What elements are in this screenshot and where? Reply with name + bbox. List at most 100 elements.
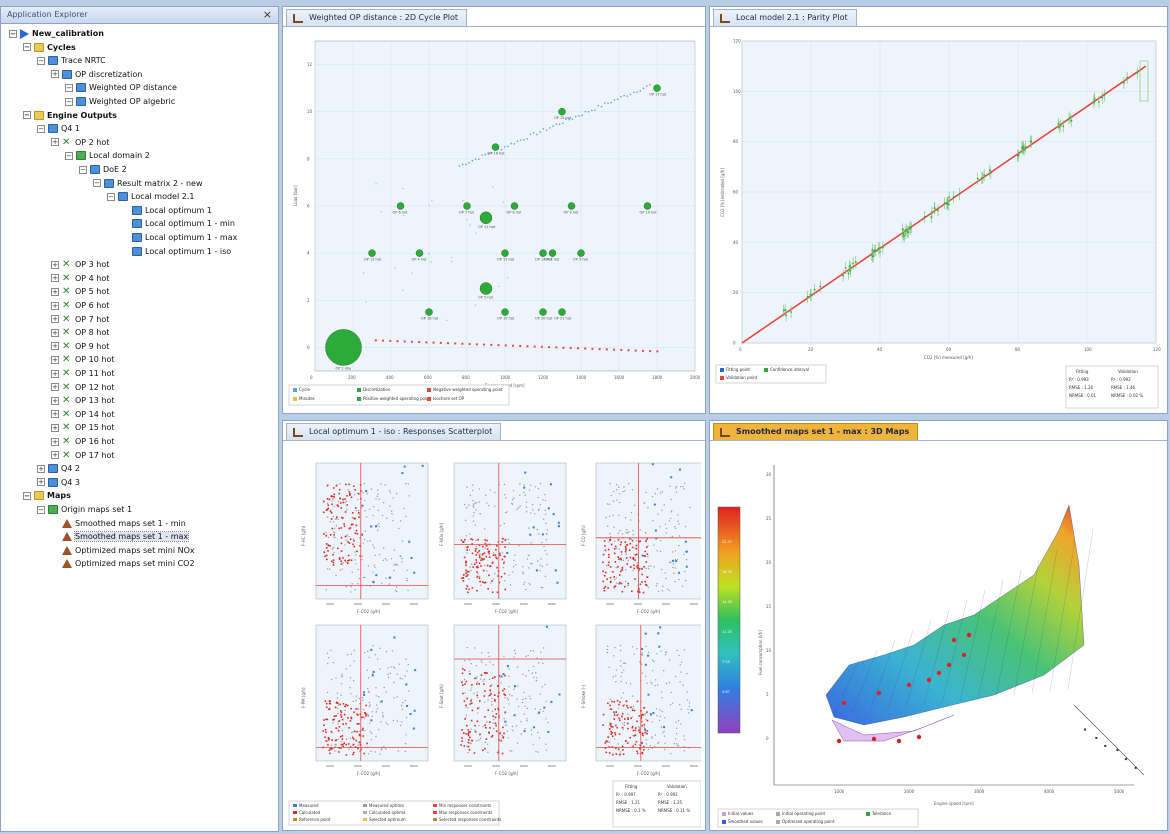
expand-toggle-icon[interactable]: − <box>65 97 73 106</box>
expand-toggle-icon[interactable]: − <box>23 43 31 52</box>
tree-node[interactable]: +Smoothed maps set 1 - min <box>51 517 186 530</box>
expand-toggle-icon[interactable]: + <box>51 260 59 269</box>
calculated-point <box>474 724 476 727</box>
expand-toggle-icon[interactable]: + <box>51 138 59 147</box>
expand-toggle-icon[interactable]: − <box>23 111 31 120</box>
tree-node[interactable]: − Engine Outputs <box>23 109 117 122</box>
tree-node[interactable]: + ✕ OP 2 hot <box>51 136 109 149</box>
measured-point <box>657 742 659 745</box>
measured-point <box>375 711 377 713</box>
tree-node[interactable]: + ✕ OP 7 hot <box>51 313 109 326</box>
measured-point <box>671 702 674 704</box>
expand-toggle-icon[interactable]: − <box>65 83 73 92</box>
calculated-point <box>347 541 349 543</box>
tree-node[interactable]: − Result matrix 2 - new <box>93 177 202 190</box>
measured-point <box>472 515 475 517</box>
expand-toggle-icon[interactable]: + <box>51 423 59 432</box>
measured-point <box>539 564 542 567</box>
expand-toggle-icon[interactable]: − <box>37 505 45 514</box>
tree-node[interactable]: − New_calibration <box>9 27 104 40</box>
tree-node[interactable]: +Smoothed maps set 1 - max <box>51 530 190 543</box>
tab-scatter-plot[interactable]: Local optimum 1 - iso : Responses Scatte… <box>286 423 502 440</box>
tree-node[interactable]: + ✕ OP 8 hot <box>51 326 109 339</box>
measured-point <box>375 695 377 697</box>
tree-node[interactable]: + ✕ OP 13 hot <box>51 394 115 407</box>
expand-toggle-icon[interactable]: − <box>37 56 45 65</box>
expand-toggle-icon[interactable]: + <box>51 383 59 392</box>
tree-node[interactable]: − Q4 1 <box>37 122 80 135</box>
tree-node[interactable]: + ✕ OP 14 hot <box>51 408 115 421</box>
tree-node[interactable]: − Local domain 2 <box>65 149 150 162</box>
tree-node[interactable]: + ✕ OP 15 hot <box>51 421 115 434</box>
tree-node[interactable]: +Local optimum 1 - max <box>121 231 237 244</box>
tab-3d-maps[interactable]: Smoothed maps set 1 - max : 3D Maps <box>713 423 919 440</box>
expand-toggle-icon[interactable]: + <box>51 342 59 351</box>
expand-toggle-icon[interactable]: + <box>51 451 59 460</box>
expand-toggle-icon[interactable]: + <box>51 396 59 405</box>
measured-point <box>652 520 654 522</box>
expand-toggle-icon[interactable]: − <box>23 491 31 500</box>
expand-toggle-icon[interactable]: − <box>65 151 73 160</box>
expand-toggle-icon[interactable]: + <box>51 287 59 296</box>
calculated-point <box>503 693 505 695</box>
calculated-point <box>618 717 620 720</box>
tree-node[interactable]: + ✕ OP 11 hot <box>51 367 115 380</box>
expand-toggle-icon[interactable]: + <box>51 328 59 337</box>
tree-node-label: Local optimum 1 - min <box>145 219 235 229</box>
measured-point <box>344 709 346 711</box>
tree-node[interactable]: − DoE 2 <box>79 163 127 176</box>
tree-node[interactable]: − Origin maps set 1 <box>37 503 132 516</box>
tree-node[interactable]: − Maps <box>23 489 71 502</box>
tree-node[interactable]: − Local model 2.1 <box>107 190 194 203</box>
expand-toggle-icon[interactable]: + <box>51 369 59 378</box>
calculated-point <box>481 545 484 548</box>
calculated-point <box>352 751 355 754</box>
tree-node[interactable]: + ✕ OP 4 hot <box>51 272 109 285</box>
tree-node[interactable]: +Optimized maps set mini CO2 <box>51 557 195 570</box>
tree-node[interactable]: + ✕ OP 3 hot <box>51 258 109 271</box>
expand-toggle-icon[interactable]: − <box>107 192 115 201</box>
scatter-plot-chart[interactable]: F-HC [g/h]F-CO2 [g/h]2000 4000 6000 8000F-N… <box>287 445 701 829</box>
expand-toggle-icon[interactable]: + <box>51 70 59 79</box>
expand-toggle-icon[interactable]: − <box>79 165 87 174</box>
tab-cycle-plot[interactable]: Weighted OP distance : 2D Cycle Plot <box>286 9 468 26</box>
expand-toggle-icon[interactable]: + <box>51 355 59 364</box>
tree-node[interactable]: + OP discretization <box>51 68 142 81</box>
tree-node[interactable]: + Q4 3 <box>37 476 80 489</box>
expand-toggle-icon[interactable]: + <box>51 315 59 324</box>
calculated-point <box>604 747 607 749</box>
tree-node[interactable]: − Trace NRTC <box>37 54 106 67</box>
tree-node[interactable]: +Local optimum 1 - iso <box>121 245 231 258</box>
expand-toggle-icon[interactable]: + <box>51 410 59 419</box>
tree-node[interactable]: + ✕ OP 5 hot <box>51 285 109 298</box>
tree-node[interactable]: + ✕ OP 12 hot <box>51 381 115 394</box>
tab-parity-plot[interactable]: Local model 2.1 : Parity Plot <box>713 9 857 26</box>
expand-toggle-icon[interactable]: − <box>37 124 45 133</box>
expand-toggle-icon[interactable]: + <box>37 478 45 487</box>
close-icon[interactable]: × <box>262 8 272 21</box>
tree-node[interactable]: +Local optimum 1 <box>121 204 212 217</box>
expand-toggle-icon[interactable]: + <box>37 464 45 473</box>
tree-node[interactable]: + ✕ OP 6 hot <box>51 299 109 312</box>
tree-node[interactable]: + ✕ OP 17 hot <box>51 449 115 462</box>
tree-node[interactable]: + ✕ OP 16 hot <box>51 435 115 448</box>
tree-node[interactable]: − Cycles <box>23 41 76 54</box>
tree-node-label: Local domain 2 <box>89 151 150 161</box>
tree-node[interactable]: + Q4 2 <box>37 462 80 475</box>
expand-toggle-icon[interactable]: + <box>51 274 59 283</box>
tree-node[interactable]: − Weighted OP distance <box>65 81 177 94</box>
tree-node[interactable]: +Optimized maps set mini NOx <box>51 544 195 557</box>
tree-node[interactable]: + ✕ OP 9 hot <box>51 340 109 353</box>
tree-node[interactable]: + ✕ OP 10 hot <box>51 353 115 366</box>
measured-point <box>616 499 618 501</box>
calculated-point <box>625 547 627 549</box>
expand-toggle-icon[interactable]: + <box>51 301 59 310</box>
tree-node[interactable]: − Weighted OP algebric <box>65 95 175 108</box>
tree-node[interactable]: +Local optimum 1 - min <box>121 217 235 230</box>
expand-toggle-icon[interactable]: − <box>9 29 17 38</box>
maps3d-chart[interactable]: 22.3718.7414.9211.257.553.67051015202530… <box>714 445 1164 829</box>
expand-toggle-icon[interactable]: + <box>51 437 59 446</box>
cycle-plot-chart[interactable]: 0 200 400 600 800 1000 1200 1400 1600 1800 2000024… <box>287 31 701 411</box>
expand-toggle-icon[interactable]: − <box>93 179 101 188</box>
